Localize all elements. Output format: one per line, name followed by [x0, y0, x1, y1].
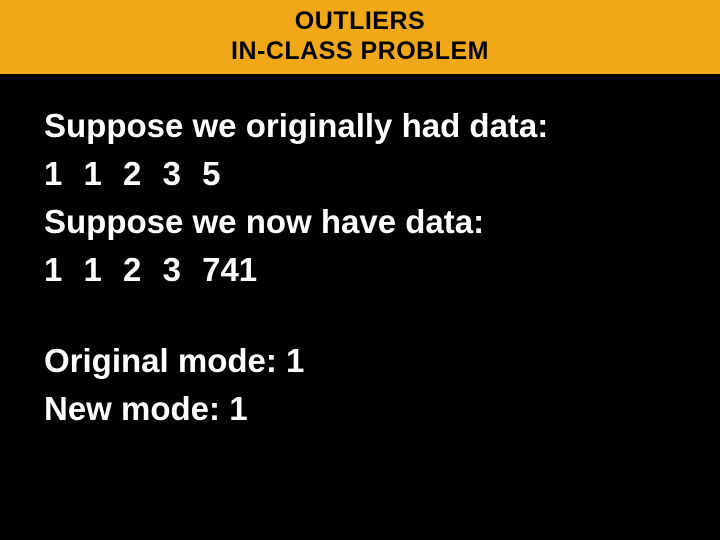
problem-statement-line1: Suppose we originally had data:	[44, 102, 720, 150]
slide-content: Suppose we originally had data: 1 1 2 3 …	[0, 74, 720, 433]
header-title-line2: IN-CLASS PROBLEM	[0, 36, 720, 66]
problem-statement-line2: Suppose we now have data:	[44, 198, 720, 246]
new-data-values: 1 1 2 3 741	[44, 246, 720, 294]
header-title-line1: OUTLIERS	[0, 6, 720, 36]
new-mode-result: New mode: 1	[44, 385, 720, 433]
original-mode-result: Original mode: 1	[44, 337, 720, 385]
slide-header: OUTLIERS IN-CLASS PROBLEM	[0, 0, 720, 74]
original-data-values: 1 1 2 3 5	[44, 150, 720, 198]
